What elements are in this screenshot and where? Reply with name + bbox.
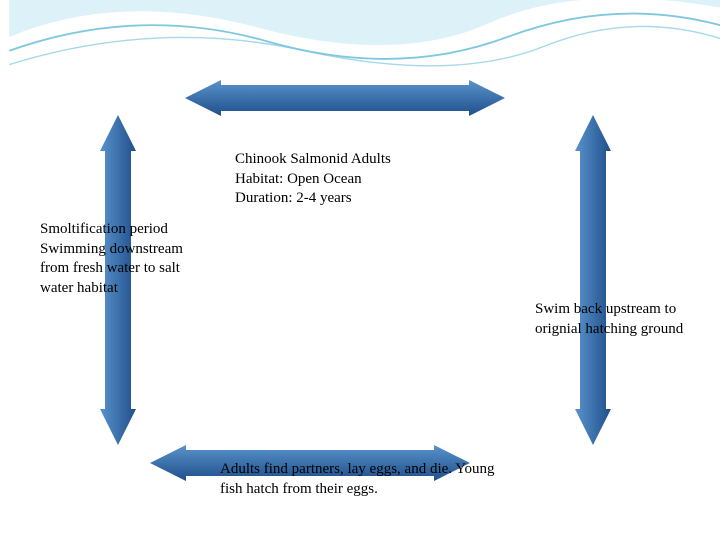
stage-right-text: Swim back upstream to orignial hatching … [535, 300, 715, 339]
text-line: Swim back upstream to orignial hatching … [535, 300, 715, 339]
arrow-right [575, 115, 611, 445]
stage-bottom-text: Adults find partners, lay eggs, and die.… [220, 460, 500, 499]
text-line: Duration: 2-4 years [235, 189, 485, 209]
text-line: Smoltification period [40, 220, 190, 240]
text-line: Chinook Salmonid Adults [235, 150, 485, 170]
stage-left-text: Smoltification periodSwimming downstream… [40, 220, 190, 298]
text-line: Habitat: Open Ocean [235, 170, 485, 190]
stage-top-text: Chinook Salmonid AdultsHabitat: Open Oce… [235, 150, 485, 209]
text-line: Swimming downstream from fresh water to … [40, 240, 190, 299]
arrow-top [185, 80, 505, 116]
text-line: Adults find partners, lay eggs, and die.… [220, 460, 500, 499]
